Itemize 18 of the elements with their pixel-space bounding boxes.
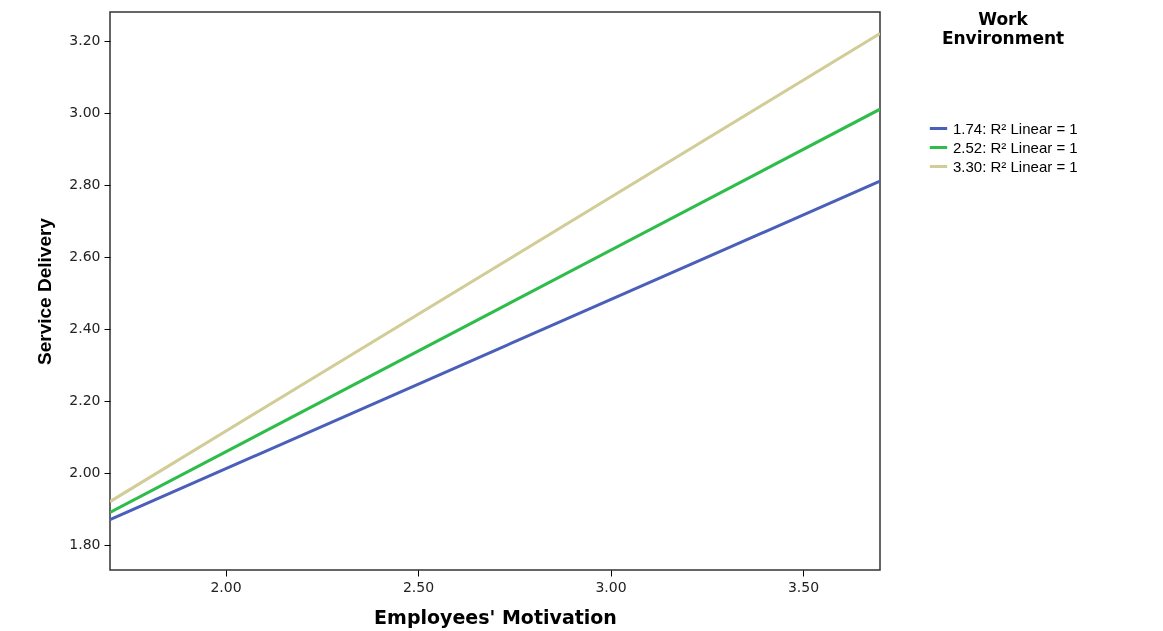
x-tick-label: 2.50 — [402, 578, 435, 595]
x-tick-label: 3.50 — [787, 578, 820, 595]
legend-label: 2.52: R² Linear = 1 — [953, 138, 1078, 156]
y-tick-label: 3.20 — [69, 32, 101, 49]
y-tick-label: 1.80 — [69, 536, 101, 553]
y-tick-label: 2.80 — [69, 176, 101, 193]
x-axis-title: Employees' Motivation — [374, 605, 617, 628]
y-tick-label: 2.20 — [69, 392, 101, 409]
legend-label: 1.74: R² Linear = 1 — [953, 119, 1078, 137]
x-tick-label: 2.00 — [210, 578, 242, 595]
y-tick-label: 2.60 — [69, 248, 101, 265]
y-tick-label: 2.40 — [69, 320, 101, 337]
x-tick-label: 3.00 — [595, 578, 627, 595]
y-tick-label: 3.00 — [69, 104, 101, 121]
y-axis-title: Service Delivery — [34, 217, 56, 365]
legend-label: 3.30: R² Linear = 1 — [953, 157, 1078, 175]
legend-title: Work Environment — [941, 9, 1065, 48]
y-tick-label: 2.00 — [69, 464, 101, 481]
